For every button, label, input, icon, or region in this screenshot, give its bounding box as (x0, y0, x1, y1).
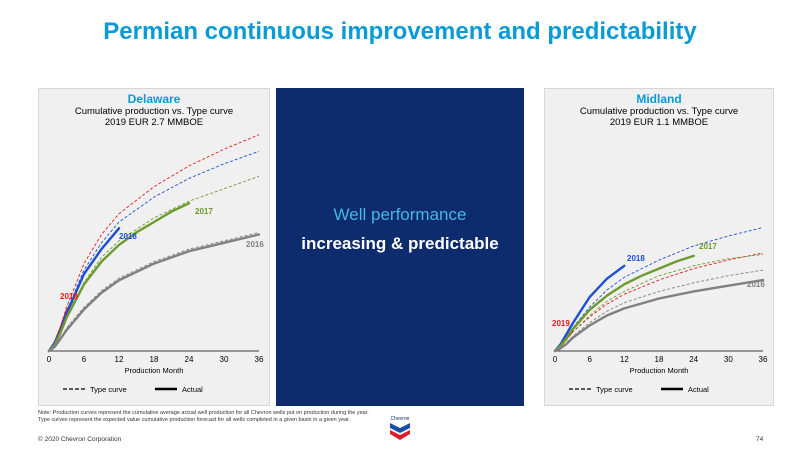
midland-x-tick-label: 0 (553, 355, 558, 364)
callout-line-1: Well performance (333, 205, 467, 224)
center-callout: Well performance increasing & predictabl… (276, 88, 524, 406)
delaware-x-tick-label: 12 (115, 355, 124, 364)
midland-series-2019-type (554, 252, 764, 352)
callout-line-2: increasing & predictable (301, 234, 499, 253)
delaware-x-tick-label: 30 (220, 355, 229, 364)
midland-series-label-2018: 2018 (627, 254, 645, 263)
midland-x-tick-label: 30 (724, 355, 733, 364)
midland-legend-type-label: Type curve (596, 385, 633, 394)
footnote: Note: Production curves represent the cu… (38, 410, 369, 424)
delaware-legend-actual-label: Actual (182, 385, 203, 394)
delaware-x-tick-label: 24 (185, 355, 194, 364)
midland-series-2017-actual (553, 254, 695, 353)
logo-wordmark: Chevron (391, 416, 410, 422)
delaware-x-tick-label: 36 (255, 355, 264, 364)
delaware-x-tick-label: 0 (47, 355, 52, 364)
midland-basin-title: Midland (636, 92, 682, 106)
midland-series-label-2019: 2019 (552, 319, 570, 328)
delaware-series-2016-type (48, 231, 260, 352)
page-title: Permian continuous improvement and predi… (103, 18, 697, 45)
midland-chart-title: Cumulative production vs. Type curve (579, 106, 739, 117)
delaware-x-tick-label: 6 (82, 355, 87, 364)
midland-series-2016-type (554, 269, 764, 352)
delaware-basin-title: Delaware (127, 92, 181, 106)
logo-chevron-upper (390, 423, 410, 433)
delaware-chart-subtitle: 2019 EUR 2.7 MMBOE (104, 117, 204, 128)
delaware-series-label-2016: 2016 (246, 240, 264, 249)
delaware-x-tick-label: 18 (150, 355, 159, 364)
midland-x-tick-label: 6 (587, 355, 592, 364)
delaware-series-label-2017: 2017 (195, 207, 213, 216)
midland-chart-subtitle: 2019 EUR 1.1 MMBOE (609, 117, 709, 128)
midland-series-2017-type (554, 253, 764, 352)
midland-legend-actual-label: Actual (688, 385, 709, 394)
delaware-chart-title: Cumulative production vs. Type curve (74, 106, 234, 117)
midland-x-tick-label: 18 (655, 355, 664, 364)
delaware-series-2017-actual (47, 202, 191, 353)
midland-series-label-2016: 2016 (747, 280, 765, 289)
delaware-series-label-2018: 2018 (119, 232, 137, 241)
delaware-chart: 0 6 12 18 24 30 36 Production Month 2019 2018 2017… (47, 134, 264, 394)
midland-chart: 0 6 12 18 24 30 36 Production Month 2019 2018 2017… (552, 227, 768, 394)
midland-series-2018-type (554, 227, 764, 352)
logo-chevron-lower (390, 430, 410, 440)
midland-x-tick-label: 12 (620, 355, 629, 364)
midland-series-2016-actual (553, 278, 765, 353)
midland-x-tick-label: 24 (689, 355, 698, 364)
delaware-series-2016-actual (47, 233, 261, 353)
midland-series-label-2017: 2017 (699, 242, 717, 251)
delaware-series-label-2019: 2019 (60, 292, 78, 301)
midland-x-tick-label: 36 (759, 355, 768, 364)
footnote-line-1: Note: Production curves represent the cu… (38, 410, 369, 416)
page-number: 74 (756, 436, 764, 443)
delaware-header: Delaware Cumulative production vs. Type … (39, 92, 269, 129)
delaware-series-2018-type (48, 150, 260, 352)
delaware-panel: Delaware Cumulative production vs. Type … (38, 88, 270, 406)
footnote-line-2: Type curves represent the expected value… (38, 417, 351, 423)
midland-panel: Midland Cumulative production vs. Type c… (544, 88, 774, 406)
delaware-legend-type-label: Type curve (90, 385, 127, 394)
midland-x-axis-label: Production Month (630, 366, 689, 375)
midland-header: Midland Cumulative production vs. Type c… (545, 92, 773, 129)
copyright: © 2020 Chevron Corporation (38, 436, 122, 443)
chevron-logo: Chevron (390, 416, 410, 440)
delaware-x-axis-label: Production Month (125, 366, 184, 375)
